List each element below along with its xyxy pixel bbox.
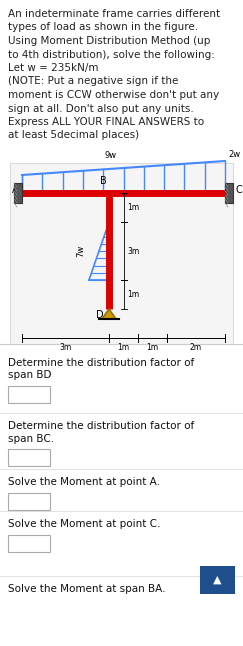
Text: 7w: 7w (76, 245, 85, 257)
Text: to 4th distribution), solve the following:: to 4th distribution), solve the followin… (8, 50, 215, 59)
Text: Express ALL YOUR FINAL ANSWERS to: Express ALL YOUR FINAL ANSWERS to (8, 117, 204, 127)
Text: Solve the Moment at point A.: Solve the Moment at point A. (8, 477, 160, 487)
Bar (10, 163, 233, 344)
Text: (NOTE: Put a negative sign if the: (NOTE: Put a negative sign if the (8, 76, 178, 87)
Polygon shape (102, 309, 116, 318)
Text: at least 5decimal places): at least 5decimal places) (8, 130, 139, 140)
Text: moment is CCW otherwise don't put any: moment is CCW otherwise don't put any (8, 90, 219, 100)
Text: 1m: 1m (117, 343, 130, 352)
Bar (14, 183, 22, 203)
Text: types of load as shown in the figure.: types of load as shown in the figure. (8, 23, 198, 32)
Text: 9w: 9w (105, 151, 117, 160)
Text: span BD: span BD (8, 371, 52, 380)
Text: An indeterminate frame carries different: An indeterminate frame carries different (8, 9, 220, 19)
Text: 1m: 1m (127, 203, 139, 212)
Text: Solve the Moment at point C.: Solve the Moment at point C. (8, 519, 160, 529)
Text: 2m: 2m (190, 343, 202, 352)
Text: 2w: 2w (228, 150, 240, 159)
Text: B: B (100, 176, 107, 186)
Text: D: D (96, 310, 104, 320)
Text: sign at all. Don't also put any units.: sign at all. Don't also put any units. (8, 103, 194, 114)
Text: 1m: 1m (147, 343, 159, 352)
Text: 1m: 1m (127, 290, 139, 299)
Text: A: A (12, 185, 19, 195)
Text: span BC.: span BC. (8, 433, 54, 444)
Text: Let w = 235kN/m: Let w = 235kN/m (8, 63, 98, 73)
Text: 3m: 3m (127, 247, 139, 256)
Text: Determine the distribution factor of: Determine the distribution factor of (8, 421, 194, 431)
Bar (225, 183, 233, 203)
Bar (8, 386, 50, 403)
Text: C: C (235, 185, 242, 195)
Text: 3m: 3m (59, 343, 72, 352)
Bar (8, 449, 50, 466)
Bar (200, 566, 235, 594)
Text: Solve the Moment at span BA.: Solve the Moment at span BA. (8, 584, 165, 594)
Text: Using Moment Distribution Method (up: Using Moment Distribution Method (up (8, 36, 210, 46)
Bar (8, 492, 50, 510)
Text: ▲: ▲ (213, 575, 222, 585)
Text: Determine the distribution factor of: Determine the distribution factor of (8, 358, 194, 368)
Bar (8, 534, 50, 552)
